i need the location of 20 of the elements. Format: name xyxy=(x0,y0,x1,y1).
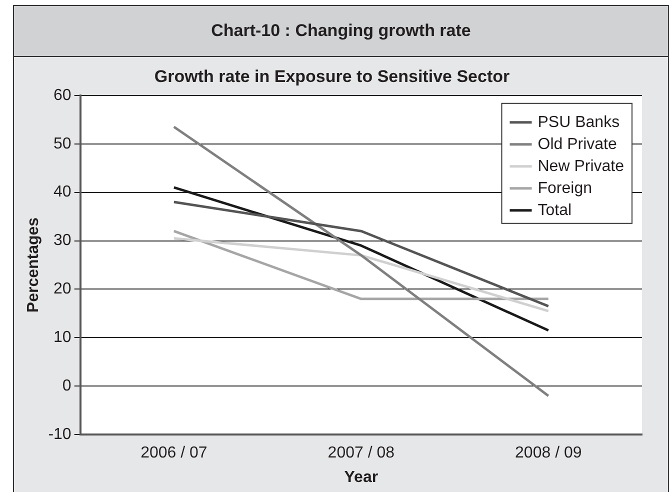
legend-label: Foreign xyxy=(538,180,592,197)
y-tick-label: 60 xyxy=(54,86,72,104)
x-tick-label: 2006 / 07 xyxy=(140,444,208,462)
y-tick-label: 0 xyxy=(62,378,72,395)
chart-subtitle: Growth rate in Exposure to Sensitive Sector xyxy=(154,66,510,86)
y-tick-label: 50 xyxy=(54,135,72,152)
legend-label: Old Private xyxy=(538,136,617,153)
x-tick-label: 2008 / 09 xyxy=(515,444,582,462)
y-tick-label: -10 xyxy=(48,426,72,444)
legend-label: Total xyxy=(538,202,572,219)
y-axis-title: Percentages xyxy=(25,217,42,313)
y-tick-label: 40 xyxy=(54,184,72,201)
y-tick-label: 30 xyxy=(54,232,72,250)
y-tick-label: 10 xyxy=(54,329,72,346)
legend-label: New Private xyxy=(538,158,624,175)
x-axis-title: Year xyxy=(344,468,378,486)
chart-title: Chart-10 : Changing growth rate xyxy=(14,6,668,57)
x-tick-label: 2007 / 08 xyxy=(328,444,395,462)
legend-label: PSU Banks xyxy=(538,114,620,131)
y-tick-label: 20 xyxy=(54,280,72,298)
